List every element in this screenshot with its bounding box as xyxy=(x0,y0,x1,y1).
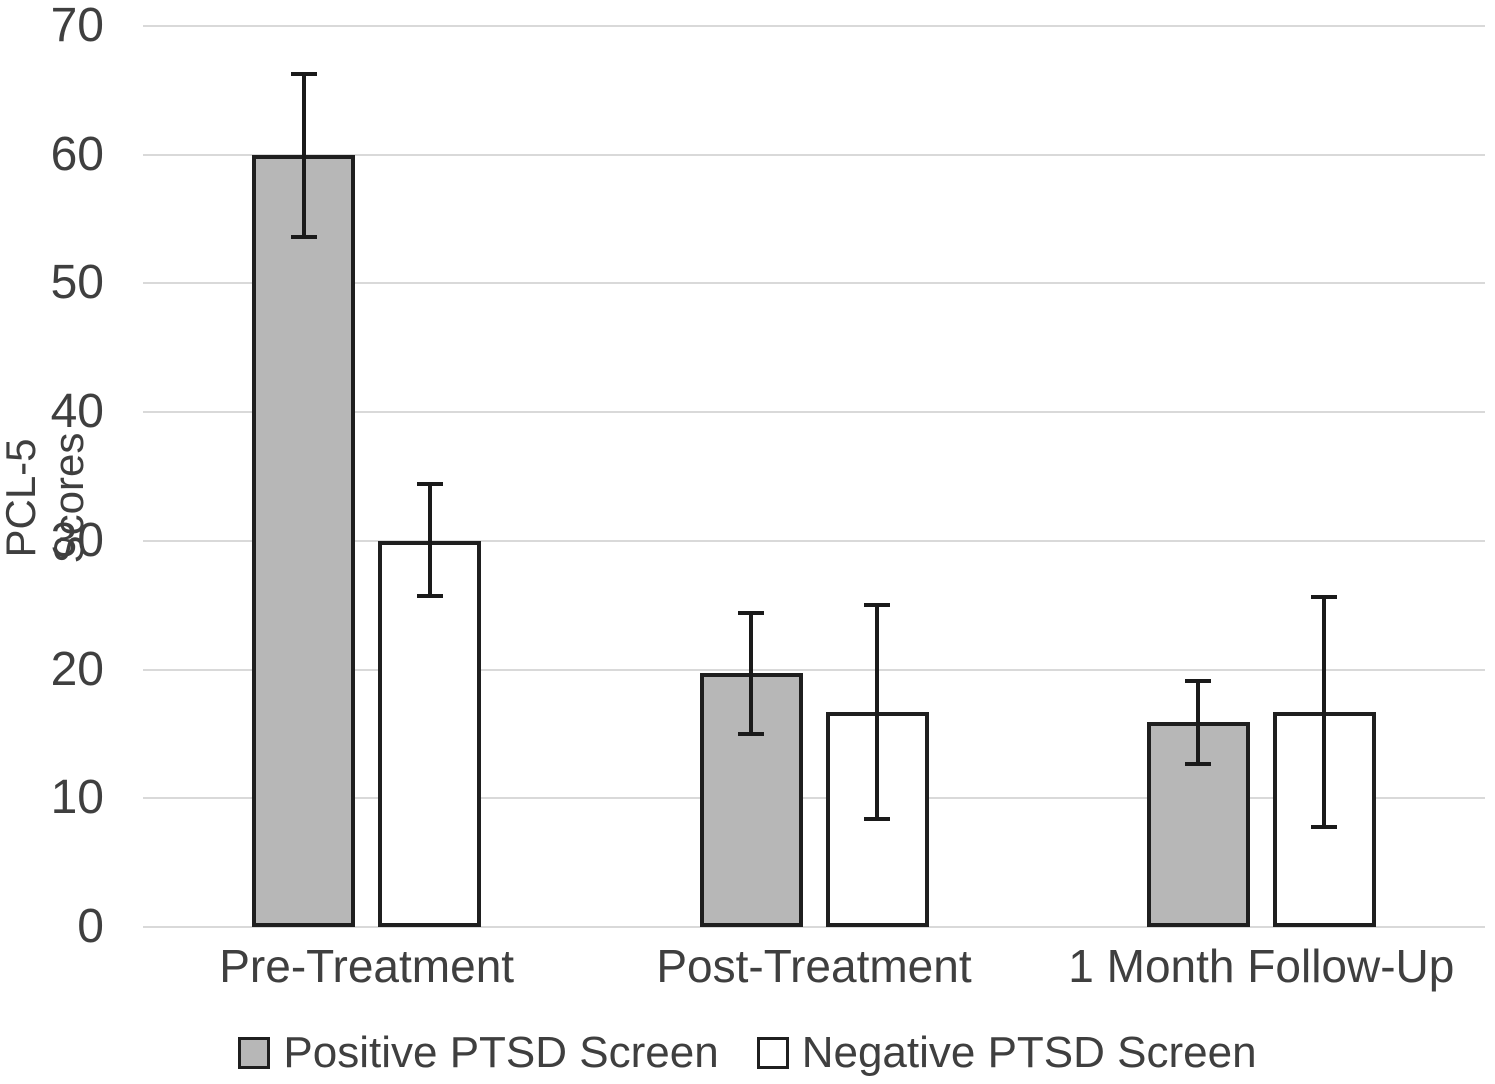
gridline-10 xyxy=(143,797,1485,800)
error-bar-line xyxy=(1322,597,1327,827)
error-bar-cap xyxy=(864,816,890,821)
error-bar-cap xyxy=(1185,761,1212,766)
gridline-40 xyxy=(143,411,1485,414)
error-bar-cap xyxy=(738,731,764,736)
gridline-60 xyxy=(143,153,1485,156)
gridline-70 xyxy=(143,25,1485,27)
x-category-label: Pre-Treatment xyxy=(219,940,515,992)
y-tick-label: 30 xyxy=(50,513,104,567)
error-bar-cap xyxy=(290,71,317,76)
error-bar-cap xyxy=(738,610,764,615)
error-bar-line xyxy=(875,605,879,819)
legend-swatch-icon xyxy=(238,1037,271,1069)
error-bar-line xyxy=(749,612,753,734)
y-tick-label: 0 xyxy=(77,900,104,953)
gridline-0 xyxy=(143,926,1485,928)
y-tick-label: 50 xyxy=(50,256,104,310)
gridline-30 xyxy=(143,539,1485,542)
legend-item: Negative PTSD Screen xyxy=(756,1028,1257,1078)
legend: Positive PTSD Screen Negative PTSD Screen xyxy=(0,1028,1495,1078)
error-bar-line xyxy=(301,73,306,238)
y-tick-label: 20 xyxy=(50,642,104,696)
y-tick-label: 70 xyxy=(50,0,104,52)
gridline-20 xyxy=(143,668,1485,671)
error-bar-cap xyxy=(416,482,443,487)
legend-swatch-icon xyxy=(756,1037,789,1069)
error-bar-cap xyxy=(416,594,443,599)
y-tick-label: 40 xyxy=(50,385,104,439)
error-bar-cap xyxy=(1311,824,1338,829)
plot-area xyxy=(143,25,1485,928)
gridline-50 xyxy=(143,282,1485,285)
error-bar-cap xyxy=(1311,595,1338,600)
x-category-label: Post-Treatment xyxy=(656,940,972,992)
bar-negative xyxy=(378,540,482,927)
legend-item: Positive PTSD Screen xyxy=(238,1028,719,1078)
bar-positive xyxy=(252,154,356,927)
error-bar-cap xyxy=(290,235,317,240)
error-bar-line xyxy=(1196,681,1201,764)
error-bar-line xyxy=(427,484,432,597)
legend-label: Negative PTSD Screen xyxy=(801,1028,1257,1077)
y-tick-label: 10 xyxy=(50,771,104,825)
y-tick-label: 60 xyxy=(50,127,104,181)
error-bar-cap xyxy=(864,603,890,608)
x-category-label: 1 Month Follow-Up xyxy=(1068,940,1455,992)
error-bar-cap xyxy=(1185,679,1212,684)
legend-label: Positive PTSD Screen xyxy=(283,1028,719,1077)
